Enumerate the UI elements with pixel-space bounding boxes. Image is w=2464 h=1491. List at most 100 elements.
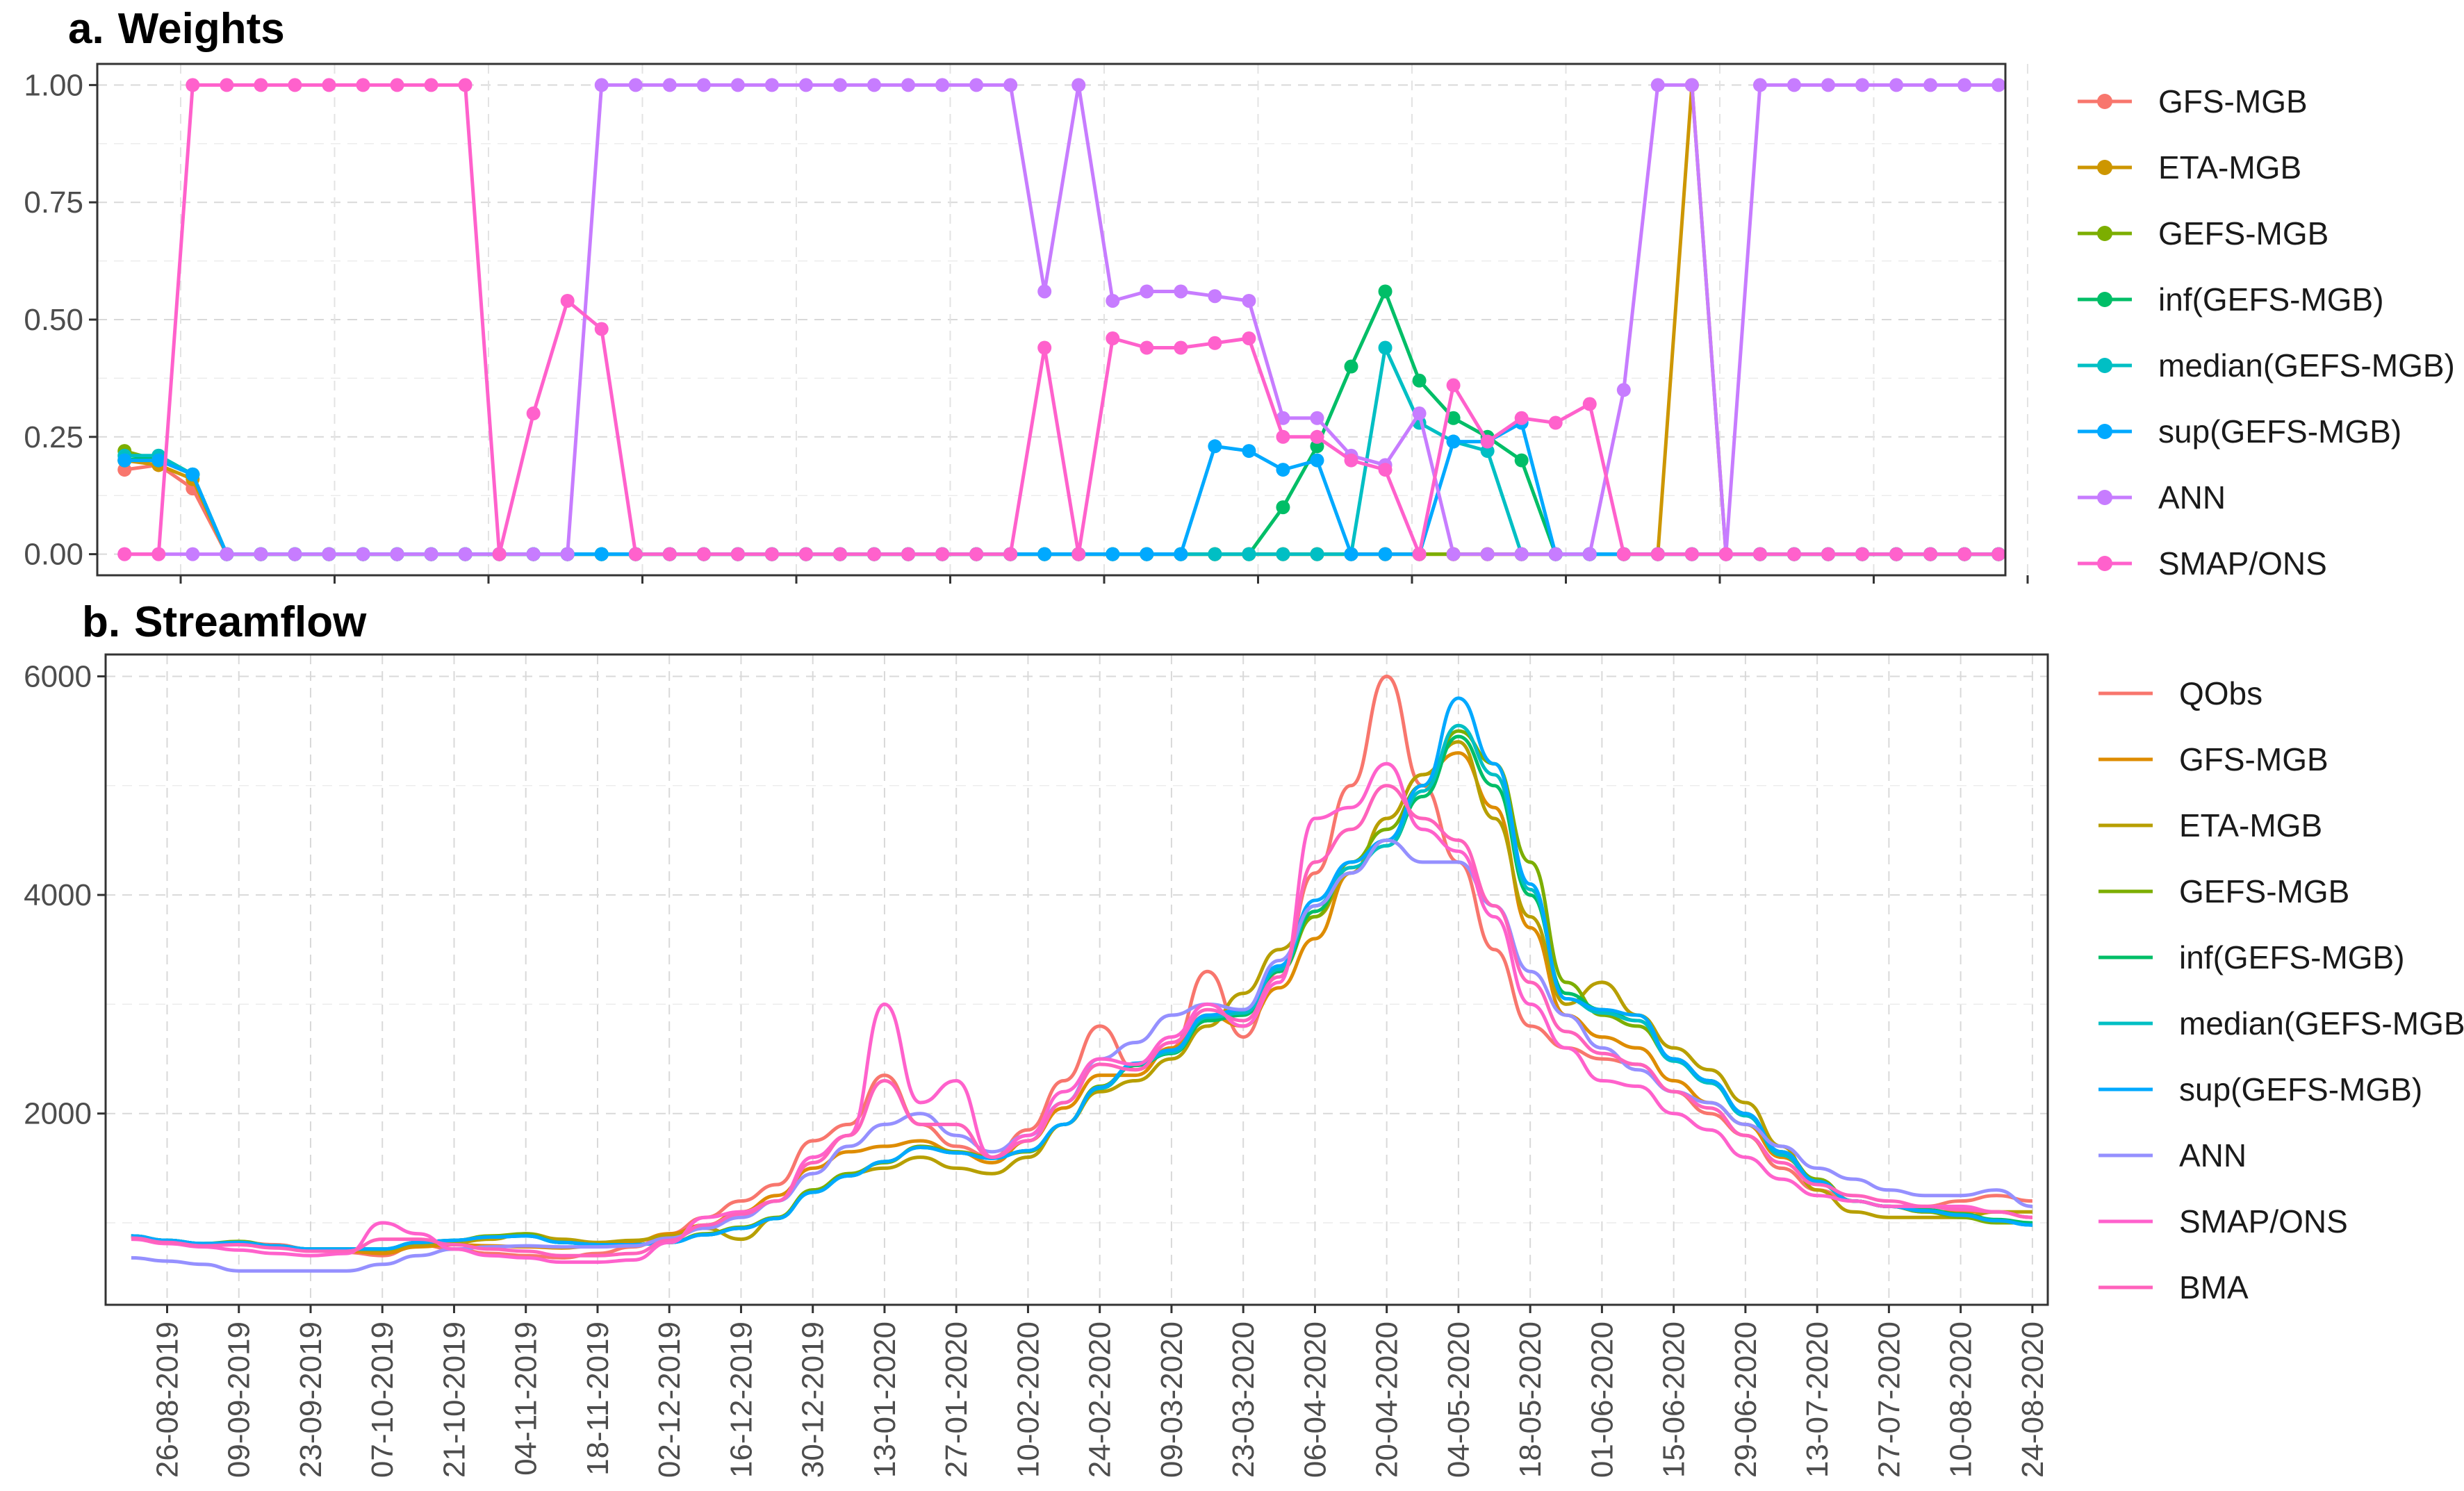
weights-point-smap-ons bbox=[1310, 429, 1324, 444]
streamflow-x-tick-label: 30-12-2019 bbox=[796, 1321, 830, 1478]
weights-panel: a. Weights 0.00 0.25 0.50 0.75 1.00 GFS-MGB ET… bbox=[24, 5, 2455, 584]
weights-point-sup-gefs-mgb bbox=[1378, 547, 1393, 561]
weights-point-smap-ons bbox=[1650, 547, 1665, 561]
weights-point-smap-ons bbox=[1208, 336, 1222, 350]
streamflow-x-tick-label: 18-11-2019 bbox=[581, 1321, 615, 1476]
weights-point-ann bbox=[935, 78, 950, 92]
streamflow-x-tick-label: 18-05-2020 bbox=[1513, 1321, 1547, 1478]
weights-point-smap-ons bbox=[1446, 378, 1461, 393]
weights-point-ann bbox=[1412, 406, 1427, 421]
weights-point-ann bbox=[1310, 411, 1324, 425]
streamflow-legend-label-gefs-mgb: GEFS-MGB bbox=[2179, 873, 2349, 909]
weights-point-smap-ons bbox=[1412, 547, 1427, 561]
weights-point-median-gefs-mgb bbox=[1208, 547, 1222, 561]
weights-point-sup-gefs-mgb bbox=[1037, 547, 1052, 561]
panel-b-title: b. Streamflow bbox=[82, 598, 367, 646]
weights-point-median-gefs-mgb bbox=[1276, 547, 1290, 561]
weights-point-sup-gefs-mgb bbox=[1446, 434, 1461, 449]
weights-point-smap-ons bbox=[594, 322, 609, 336]
weights-point-smap-ons bbox=[1242, 331, 1256, 346]
weights-legend-label-gfs-mgb: GFS-MGB bbox=[2158, 83, 2308, 120]
weights-point-smap-ons bbox=[1344, 453, 1358, 468]
weights-point-ann bbox=[526, 547, 541, 561]
weights-point-smap-ons bbox=[220, 78, 234, 92]
streamflow-legend-label-bma: BMA bbox=[2179, 1269, 2249, 1305]
weights-point-smap-ons bbox=[1514, 411, 1529, 425]
weights-point-ann bbox=[1889, 78, 1904, 92]
weights-point-smap-ons bbox=[696, 547, 711, 561]
streamflow-plot-border bbox=[104, 653, 2049, 1306]
streamflow-x-tick-label: 20-04-2020 bbox=[1370, 1321, 1404, 1478]
streamflow-legend-label-median-gefs-mgb: median(GEFS-MGB) bbox=[2179, 1005, 2464, 1041]
streamflow-x-tick-label: 04-11-2019 bbox=[509, 1321, 543, 1476]
weights-point-smap-ons bbox=[1582, 397, 1597, 411]
streamflow-x-tick-label: 23-09-2019 bbox=[294, 1321, 328, 1478]
weights-point-smap-ons bbox=[526, 406, 541, 421]
streamflow-x-tick-label: 21-10-2019 bbox=[437, 1321, 471, 1478]
weights-legend-marker-smap-ons bbox=[2097, 556, 2112, 571]
weights-point-smap-ons bbox=[1378, 463, 1393, 477]
weights-point-sup-gefs-mgb bbox=[1208, 439, 1222, 454]
streamflow-legend-label-inf-gefs-mgb: inf(GEFS-MGB) bbox=[2179, 939, 2405, 975]
weights-y-tick-label: 0.75 bbox=[24, 186, 83, 220]
weights-point-ann bbox=[1480, 547, 1495, 561]
streamflow-legend-label-sup-gefs-mgb: sup(GEFS-MGB) bbox=[2179, 1071, 2422, 1107]
streamflow-y-axis: 2000 4000 6000 bbox=[24, 659, 106, 1131]
streamflow-series bbox=[131, 675, 2033, 1273]
streamflow-line-ann bbox=[131, 838, 2033, 1273]
weights-point-ann bbox=[696, 78, 711, 92]
weights-point-ann bbox=[1037, 284, 1052, 299]
weights-point-sup-gefs-mgb bbox=[1310, 453, 1324, 468]
weights-point-smap-ons bbox=[1718, 547, 1733, 561]
weights-x-axis bbox=[179, 575, 2029, 584]
streamflow-x-tick-label: 15-06-2020 bbox=[1657, 1321, 1691, 1478]
weights-point-sup-gefs-mgb bbox=[594, 547, 609, 561]
weights-point-sup-gefs-mgb bbox=[1276, 463, 1290, 477]
streamflow-legend-label-smap-ons: SMAP/ONS bbox=[2179, 1203, 2348, 1239]
weights-point-smap-ons bbox=[151, 547, 166, 561]
weights-y-tick-label: 0.25 bbox=[24, 420, 83, 454]
weights-point-smap-ons bbox=[935, 547, 950, 561]
weights-point-smap-ons bbox=[117, 547, 132, 561]
weights-legend-label-smap-ons: SMAP/ONS bbox=[2158, 545, 2327, 582]
weights-point-ann bbox=[1003, 78, 1018, 92]
weights-point-ann bbox=[867, 78, 882, 92]
weights-point-smap-ons bbox=[1752, 547, 1767, 561]
weights-point-smap-ons bbox=[1106, 331, 1120, 346]
weights-point-ann bbox=[1548, 547, 1563, 561]
weights-point-smap-ons bbox=[1616, 547, 1631, 561]
weights-point-ann bbox=[594, 78, 609, 92]
weights-point-smap-ons bbox=[1140, 340, 1154, 355]
weights-point-ann bbox=[220, 547, 234, 561]
weights-point-smap-ons bbox=[1889, 547, 1904, 561]
weights-point-inf-gefs-mgb bbox=[1276, 500, 1290, 515]
streamflow-x-tick-label: 27-07-2020 bbox=[1872, 1321, 1906, 1478]
weights-point-sup-gefs-mgb bbox=[1344, 547, 1358, 561]
weights-point-smap-ons bbox=[1071, 547, 1086, 561]
streamflow-y-tick-label: 2000 bbox=[24, 1097, 92, 1131]
weights-point-smap-ons bbox=[1821, 547, 1836, 561]
weights-point-ann bbox=[1957, 78, 1972, 92]
weights-point-smap-ons bbox=[1003, 547, 1018, 561]
weights-point-smap-ons bbox=[901, 547, 916, 561]
streamflow-line-eta-mgb bbox=[131, 740, 2032, 1252]
weights-y-tick-label: 0.00 bbox=[24, 538, 83, 572]
weights-point-smap-ons bbox=[186, 78, 200, 92]
weights-point-ann bbox=[628, 78, 643, 92]
weights-point-smap-ons bbox=[1855, 547, 1870, 561]
weights-point-smap-ons bbox=[1684, 547, 1699, 561]
streamflow-x-tick-label: 10-08-2020 bbox=[1944, 1321, 1978, 1478]
weights-legend-marker-median-gefs-mgb bbox=[2097, 358, 2112, 373]
weights-point-smap-ons bbox=[1174, 340, 1188, 355]
weights-point-ann bbox=[1821, 78, 1836, 92]
streamflow-line-smap-ons bbox=[131, 761, 2032, 1265]
weights-legend-marker-gfs-mgb bbox=[2097, 94, 2112, 109]
weights-point-ann bbox=[288, 547, 302, 561]
weights-point-ann bbox=[390, 547, 404, 561]
weights-point-ann bbox=[1174, 284, 1188, 299]
streamflow-x-tick-label: 16-12-2019 bbox=[724, 1321, 758, 1478]
weights-point-ann bbox=[1446, 547, 1461, 561]
weights-point-sup-gefs-mgb bbox=[186, 467, 200, 481]
streamflow-x-tick-label: 29-06-2020 bbox=[1729, 1321, 1763, 1478]
